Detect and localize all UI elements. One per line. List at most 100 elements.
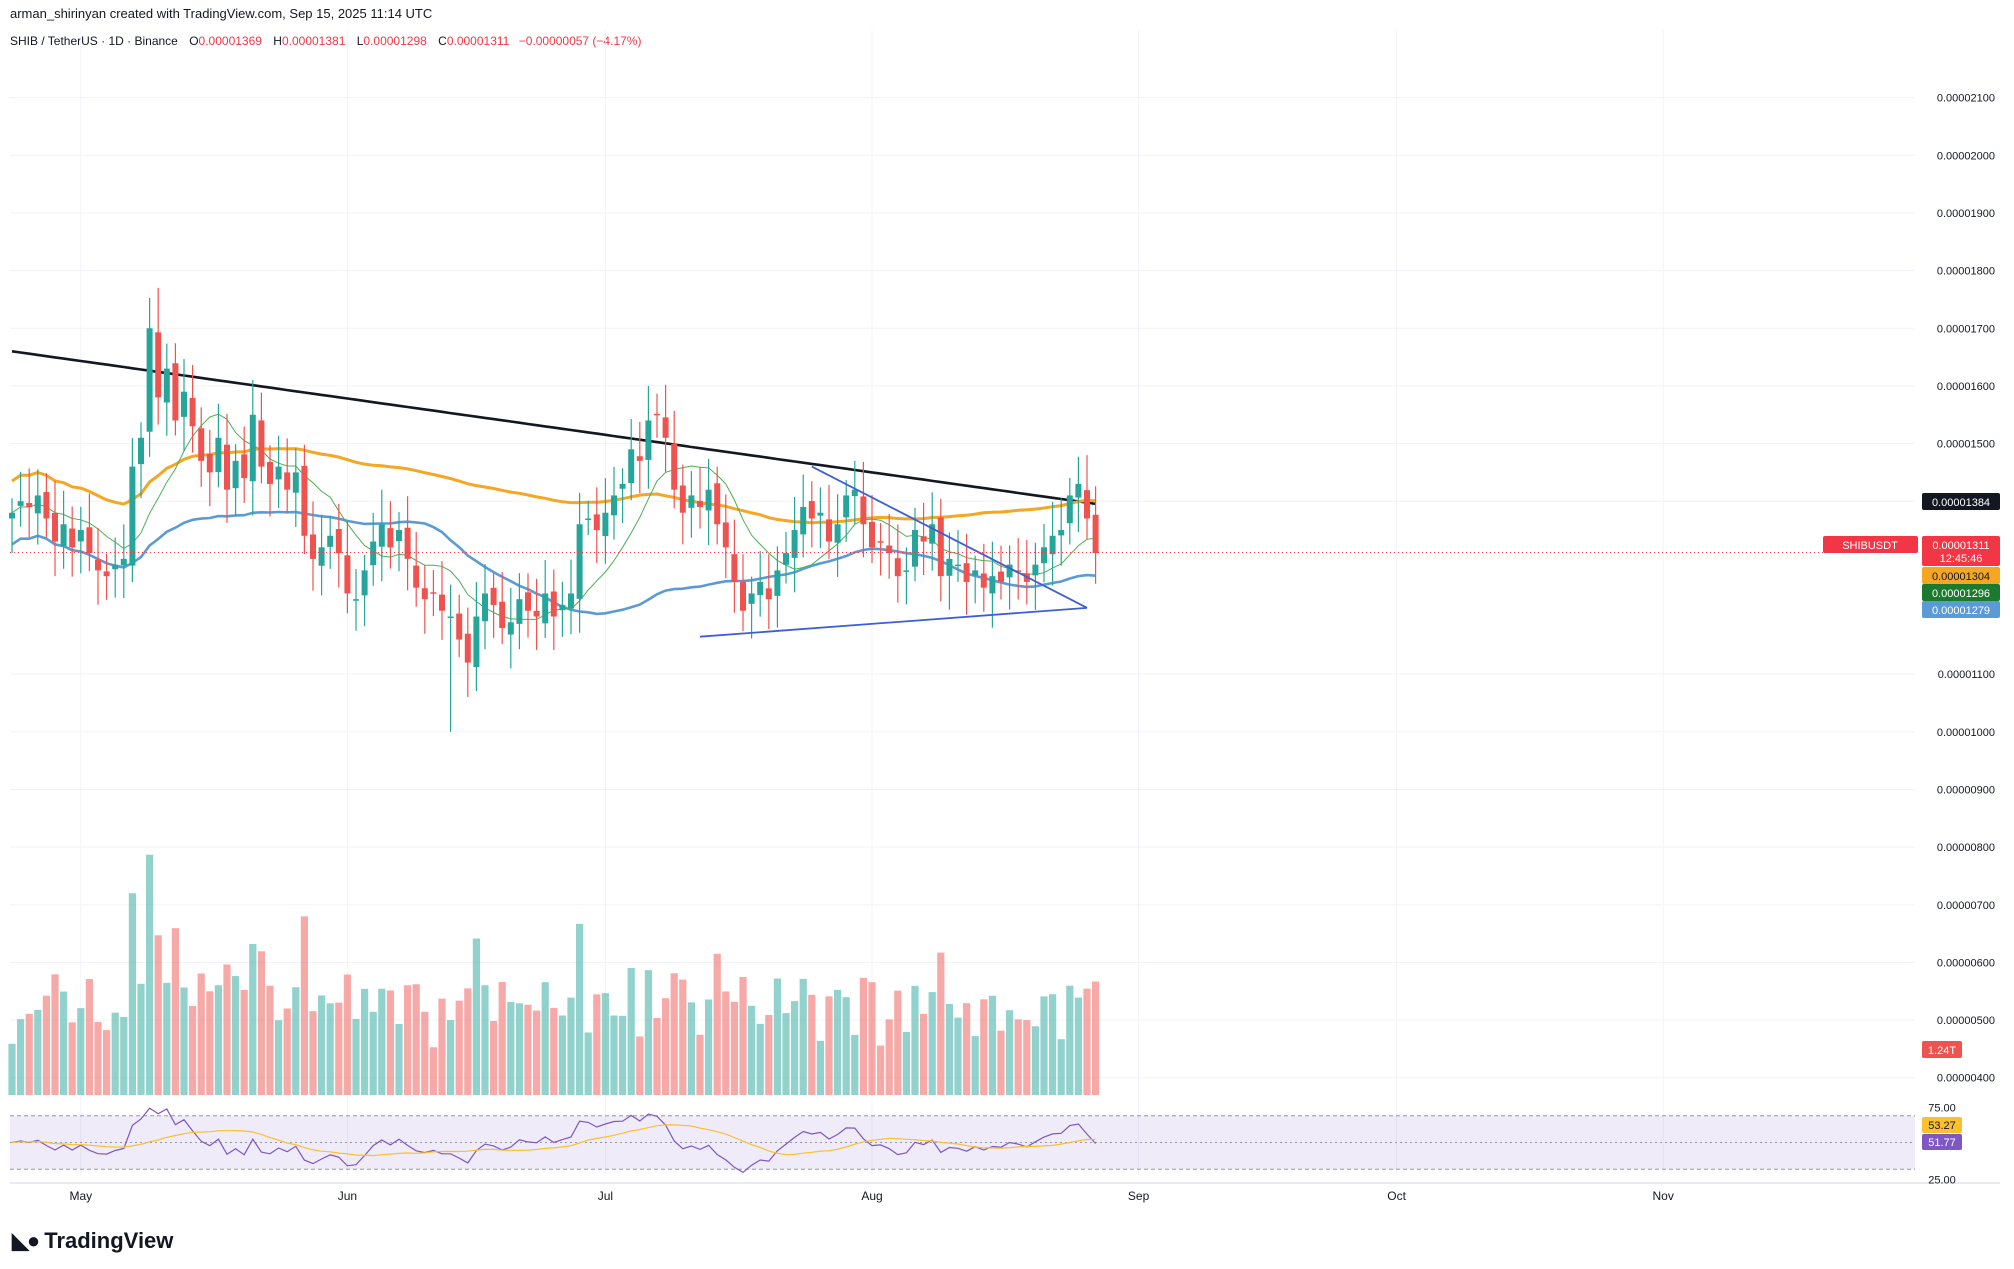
volume-bar <box>1040 996 1048 1095</box>
price-axis[interactable]: 0.00002100 0.00002000 0.00001900 0.00001800… <box>1937 93 1995 1085</box>
price-tick: 0.00001100 <box>1938 669 1995 681</box>
volume-bar <box>859 977 867 1095</box>
candle-body <box>421 588 428 600</box>
volume-bar <box>103 1030 111 1095</box>
volume-bar <box>266 985 274 1095</box>
candle-body <box>654 413 660 416</box>
price-tick: 0.00002000 <box>1937 150 1995 162</box>
volume-bar <box>85 979 93 1095</box>
candle-body <box>258 420 265 467</box>
volume-bar <box>17 1019 25 1095</box>
tradingview-logo[interactable]: ◣● TradingView <box>12 1228 173 1254</box>
time-axis[interactable]: May Jun Jul Aug Sep Oct Nov <box>69 1189 1673 1203</box>
volume-bar <box>799 978 807 1095</box>
candle-body <box>765 588 772 600</box>
volume-bar <box>1074 997 1082 1095</box>
volume-bar <box>550 1007 558 1095</box>
candle-body <box>310 534 316 559</box>
volume-bar <box>1014 1019 1022 1095</box>
ma200-badge-text: 0.00001384 <box>1932 497 1990 509</box>
volume-bar <box>567 997 575 1095</box>
candle-body <box>886 545 893 554</box>
candle-body <box>783 553 789 565</box>
candle-body <box>843 495 850 518</box>
volume-bar <box>963 1003 971 1095</box>
volume-bar <box>834 989 842 1095</box>
candle-body <box>525 592 531 611</box>
candle-body <box>636 456 643 461</box>
candle-body <box>559 604 566 611</box>
price-tick: 0.00000900 <box>1937 784 1995 796</box>
tradingview-logo-text: TradingView <box>44 1228 174 1253</box>
rsi-level-label: 25.00 <box>1928 1174 1956 1186</box>
volume-bar <box>705 999 713 1095</box>
ohlc-legend: SHIB / TetherUS · 1D · Binance O0.000013… <box>10 34 641 48</box>
volume-bar <box>335 1002 343 1095</box>
candle-body <box>206 454 213 473</box>
candle-body <box>757 581 764 596</box>
volume-bar <box>670 973 678 1095</box>
candle-body <box>181 391 187 417</box>
candle-body <box>791 530 798 558</box>
candle-body <box>894 558 901 577</box>
symbol-label[interactable]: SHIB / TetherUS · 1D · Binance <box>10 34 178 48</box>
volume-bar <box>8 1043 16 1095</box>
candle-body <box>903 570 910 572</box>
time-tick: Jun <box>338 1189 357 1203</box>
candle-body <box>869 521 875 548</box>
volume-bar <box>128 893 136 1095</box>
candle-body <box>361 570 368 596</box>
ma-green-badge <box>1922 584 2000 601</box>
candle-body <box>585 518 592 520</box>
candles[interactable] <box>9 287 1099 732</box>
candle-body <box>267 461 273 484</box>
volume-bar <box>713 953 721 1095</box>
volume-bar <box>627 967 635 1095</box>
ma-orange-badge <box>1922 567 2000 584</box>
price-tick: 0.00001000 <box>1937 727 1995 739</box>
volume-bar <box>920 1013 928 1095</box>
volume-bar <box>1023 1020 1031 1095</box>
volume-bar <box>808 994 816 1095</box>
candle-body <box>748 593 755 604</box>
candle-body <box>550 591 557 617</box>
candle-body <box>1084 490 1090 519</box>
candle-body <box>912 530 918 567</box>
volume-bar <box>309 1011 317 1095</box>
volume-bar <box>214 985 222 1095</box>
candle-body <box>817 512 824 516</box>
candle-body <box>1015 570 1022 572</box>
volume-bar <box>189 1005 197 1095</box>
candle-body <box>224 444 230 490</box>
candle-body <box>714 483 721 525</box>
time-tick: May <box>69 1189 92 1203</box>
price-tick: 0.00002100 <box>1937 93 1995 105</box>
candle-body <box>998 571 1004 582</box>
volume-bar <box>868 982 876 1095</box>
candle-body <box>215 437 222 473</box>
volume-bar <box>369 1011 377 1095</box>
candle-body <box>327 535 334 547</box>
volume-bar <box>60 991 68 1095</box>
volume-bar <box>481 985 489 1095</box>
volume-bar <box>404 985 412 1095</box>
candle-body <box>834 524 841 543</box>
volume-bar <box>283 1008 291 1095</box>
grid-lines <box>10 30 2000 1184</box>
candle-body <box>542 593 549 624</box>
candle-body <box>851 489 858 497</box>
rsi-badge-text: 53.27 <box>1928 1120 1956 1132</box>
last-price-text: 0.00001311 <box>1932 540 1989 552</box>
candle-body <box>52 512 58 542</box>
candle-body <box>370 541 377 566</box>
rsi-level-label: 75.00 <box>1928 1103 1956 1115</box>
candle-body <box>533 610 540 617</box>
ma-blue-badge <box>1922 601 2000 618</box>
candle-body <box>619 483 626 489</box>
candle-body <box>989 576 996 594</box>
volume-bar <box>1031 1026 1039 1095</box>
candle-body <box>929 524 936 544</box>
volume-bar <box>223 964 231 1095</box>
volume-bar <box>945 1003 953 1095</box>
